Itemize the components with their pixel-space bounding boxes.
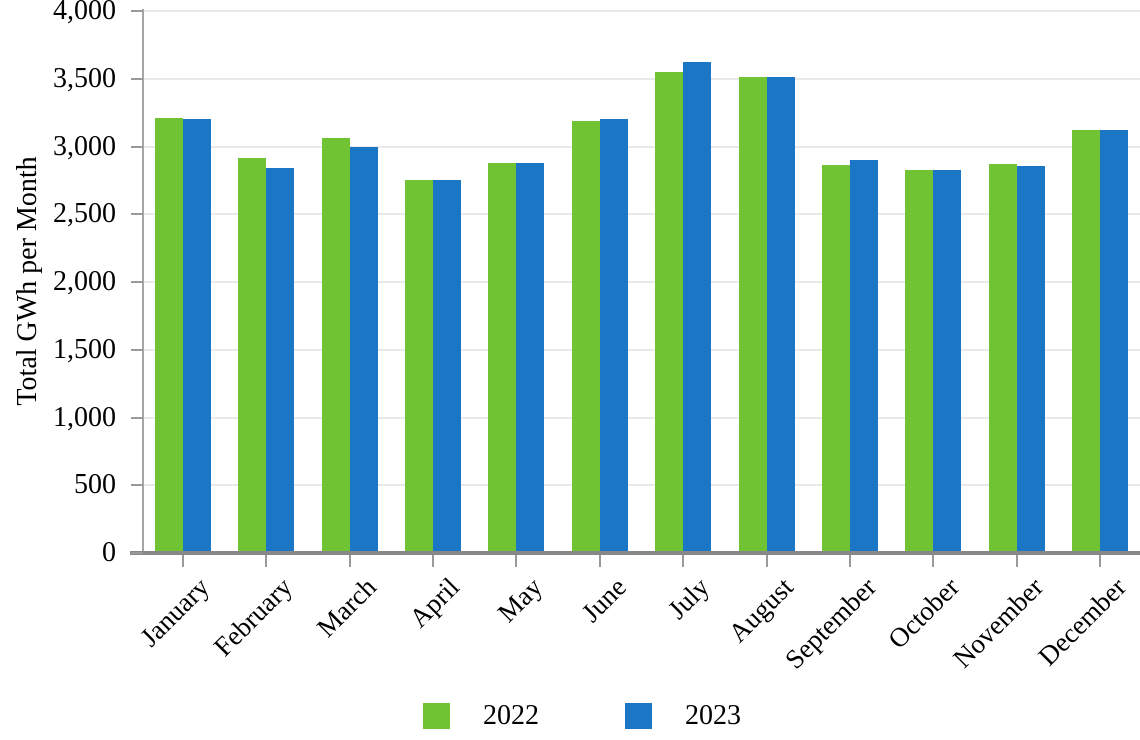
x-tick-january <box>182 555 184 567</box>
x-tick-july <box>682 555 684 567</box>
gridline-500 <box>142 484 1140 486</box>
bar-2023-may <box>516 163 544 553</box>
bar-2022-may <box>488 163 516 553</box>
y-tick-2000 <box>131 281 143 283</box>
x-tick-october <box>932 555 934 567</box>
y-tick-label-3500: 3,500 <box>53 63 116 94</box>
y-tick-label-0: 0 <box>102 537 116 568</box>
x-tick-february <box>265 555 267 567</box>
y-tick-0 <box>131 552 143 554</box>
y-axis-line <box>142 9 144 555</box>
bar-2022-april <box>405 180 433 553</box>
y-tick-label-500: 500 <box>74 469 116 500</box>
gridline-1500 <box>142 349 1140 351</box>
bar-2022-january <box>155 118 183 553</box>
legend-label-2022: 2022 <box>483 700 539 731</box>
gridline-2500 <box>142 213 1140 215</box>
x-tick-june <box>599 555 601 567</box>
bar-2023-april <box>433 180 461 553</box>
gridline-3000 <box>142 146 1140 148</box>
bar-2023-march <box>350 147 378 553</box>
bar-2023-october <box>933 170 961 553</box>
bar-2022-october <box>905 170 933 553</box>
bar-2022-august <box>739 77 767 553</box>
gridline-1000 <box>142 417 1140 419</box>
y-tick-4000 <box>131 10 143 12</box>
x-tick-december <box>1099 555 1101 567</box>
y-tick-3000 <box>131 146 143 148</box>
bar-2022-february <box>238 158 266 553</box>
y-tick-1500 <box>131 349 143 351</box>
bar-2022-november <box>989 164 1017 553</box>
bar-2023-june <box>600 119 628 553</box>
x-tick-march <box>349 555 351 567</box>
y-tick-label-1500: 1,500 <box>53 334 116 365</box>
bar-2022-december <box>1072 130 1100 553</box>
bar-2023-november <box>1017 166 1045 553</box>
y-tick-500 <box>131 484 143 486</box>
legend-swatch-2022 <box>423 703 450 729</box>
bar-2023-december <box>1100 130 1128 553</box>
gridline-4000 <box>142 10 1140 12</box>
y-tick-label-4000: 4,000 <box>53 0 116 26</box>
y-tick-2500 <box>131 213 143 215</box>
y-tick-label-3000: 3,000 <box>53 131 116 162</box>
bar-2022-march <box>322 138 350 553</box>
x-tick-september <box>849 555 851 567</box>
y-tick-3500 <box>131 78 143 80</box>
legend-item-2023: 2023 <box>625 701 741 731</box>
y-tick-label-2000: 2,000 <box>53 266 116 297</box>
y-tick-label-2500: 2,500 <box>53 198 116 229</box>
y-tick-label-1000: 1,000 <box>53 402 116 433</box>
bar-2022-june <box>572 121 600 553</box>
legend: 2022 2023 <box>423 701 741 731</box>
x-tick-november <box>1016 555 1018 567</box>
x-tick-may <box>515 555 517 567</box>
x-tick-april <box>432 555 434 567</box>
bar-2023-august <box>767 77 795 553</box>
x-axis-line <box>130 551 1140 555</box>
y-tick-1000 <box>131 417 143 419</box>
bar-2023-january <box>183 119 211 553</box>
gridline-3500 <box>142 78 1140 80</box>
y-axis-title: Total GWh per Month <box>12 156 43 406</box>
bar-2023-september <box>850 160 878 553</box>
bar-2022-july <box>655 72 683 553</box>
legend-label-2023: 2023 <box>685 700 741 731</box>
bar-2022-september <box>822 165 850 553</box>
bar-2023-july <box>683 62 711 553</box>
gridline-2000 <box>142 281 1140 283</box>
bar-2023-february <box>266 168 294 553</box>
legend-swatch-2023 <box>625 703 652 729</box>
legend-item-2022: 2022 <box>423 701 539 731</box>
x-tick-august <box>766 555 768 567</box>
